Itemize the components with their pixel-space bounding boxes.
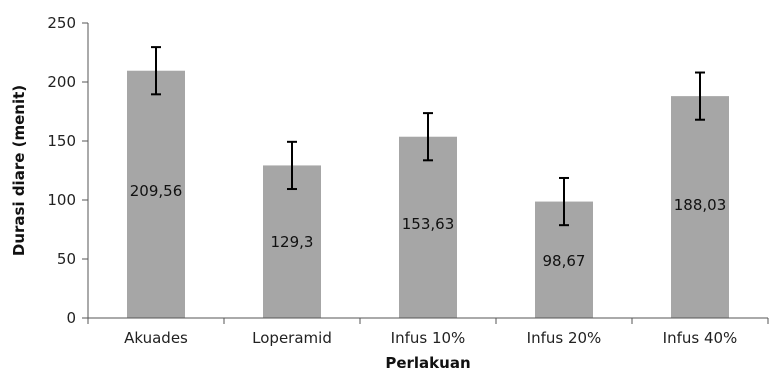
x-axis-ticks: Akuades Loperamid Infus 10% Infus 20% Infus … xyxy=(87,318,769,347)
bar xyxy=(399,136,457,318)
error-bar xyxy=(151,46,161,96)
x-tick-label: Infus 40% xyxy=(663,329,738,347)
error-bar xyxy=(559,176,569,227)
data-labels: 209,56 129,3 153,63 98,67 188,03 xyxy=(130,182,727,270)
data-label: 98,67 xyxy=(543,252,586,270)
y-axis-ticks: 0 50 100 150 200 250 xyxy=(47,14,88,327)
error-bars xyxy=(151,46,705,227)
bar xyxy=(127,70,185,318)
error-bar xyxy=(423,112,433,162)
y-tick-label: 250 xyxy=(47,14,76,32)
x-axis-title: Perlakuan xyxy=(385,354,470,372)
data-label: 153,63 xyxy=(402,215,455,233)
x-tick-label: Infus 10% xyxy=(391,329,466,347)
y-tick-label: 100 xyxy=(47,191,76,209)
error-bar xyxy=(287,140,297,191)
x-tick-label: Infus 20% xyxy=(527,329,602,347)
data-label: 129,3 xyxy=(271,233,314,251)
y-tick-label: 150 xyxy=(47,132,76,150)
data-label: 209,56 xyxy=(130,182,183,200)
bar xyxy=(671,96,729,318)
y-axis-title: Durasi diare (menit) xyxy=(10,85,28,256)
y-tick-label: 0 xyxy=(66,309,76,327)
x-tick-label: Loperamid xyxy=(252,329,332,347)
bar xyxy=(263,165,321,318)
error-bar xyxy=(695,71,705,121)
bars xyxy=(127,70,729,318)
y-tick-label: 200 xyxy=(47,73,76,91)
data-label: 188,03 xyxy=(674,196,727,214)
y-tick-label: 50 xyxy=(57,250,76,268)
x-tick-label: Akuades xyxy=(124,329,188,347)
